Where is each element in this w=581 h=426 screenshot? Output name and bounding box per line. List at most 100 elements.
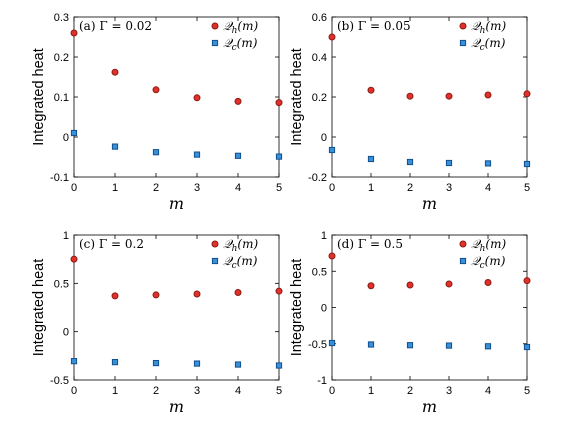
legend-argument: (m) <box>237 254 258 268</box>
legend-marker-qc <box>211 39 219 47</box>
legend-entry-label: 𝒬c(m) <box>223 254 258 271</box>
legend-marker-qh <box>459 22 467 30</box>
data-point-qh <box>367 86 375 94</box>
y-tick-label: -1 <box>317 375 327 387</box>
legend-subscript: h <box>232 26 238 36</box>
legend: 𝒬h(m)𝒬c(m) <box>211 237 258 271</box>
data-point-qh <box>152 291 160 299</box>
legend-argument: (m) <box>485 19 506 33</box>
data-point-qc <box>275 153 283 160</box>
panel-label: (a) Γ = 0.02 <box>79 19 152 33</box>
x-tick-label: 0 <box>71 385 77 397</box>
data-point-qh <box>523 277 531 285</box>
legend: 𝒬h(m)𝒬c(m) <box>459 19 506 53</box>
legend-symbol: 𝒬 <box>471 254 482 268</box>
data-point-qc <box>484 160 492 167</box>
legend-symbol: 𝒬 <box>471 19 482 33</box>
x-axis-label: m <box>169 397 184 416</box>
data-point-qh <box>234 289 242 297</box>
legend-symbol: 𝒬 <box>471 36 482 50</box>
x-tick-label: 2 <box>407 182 413 194</box>
x-tick-label: 2 <box>153 182 159 194</box>
data-point-qc <box>234 152 242 159</box>
x-axis-label: m <box>169 194 184 213</box>
x-axis-label: m <box>422 194 437 213</box>
x-tick-label: 5 <box>276 385 282 397</box>
y-tick-label: 0.2 <box>312 92 327 104</box>
x-tick-label: 0 <box>329 182 335 194</box>
x-tick-label: 1 <box>112 182 118 194</box>
x-tick-label: 1 <box>368 182 374 194</box>
data-point-qh <box>328 33 336 41</box>
data-point-qh <box>406 281 414 289</box>
data-point-qc <box>193 360 201 367</box>
data-point-qc <box>152 149 160 156</box>
y-tick-label: -0.5 <box>50 375 69 387</box>
data-point-qc <box>234 361 242 368</box>
x-tick-label: 3 <box>194 385 200 397</box>
data-point-qc <box>152 359 160 367</box>
y-axis-label: Integrated heat <box>31 48 47 146</box>
data-point-qc <box>406 342 414 349</box>
x-tick-label: 0 <box>329 385 335 397</box>
y-tick-label: 1 <box>321 230 327 242</box>
x-tick-label: 2 <box>407 385 413 397</box>
legend-subscript: h <box>232 244 238 254</box>
data-point-qc <box>328 146 336 154</box>
x-tick-label: 3 <box>194 182 200 194</box>
x-tick-label: 5 <box>524 182 530 194</box>
legend-entry-label: 𝒬c(m) <box>471 254 506 271</box>
x-tick-label: 4 <box>485 385 491 397</box>
data-point-qc <box>367 341 375 348</box>
data-point-qh <box>406 92 414 100</box>
x-tick-label: 1 <box>368 385 374 397</box>
data-point-qh <box>445 92 453 100</box>
legend-symbol: 𝒬 <box>223 19 234 33</box>
panel-d: 0 1 2 3 4 5 -1 -0.5 0 0.5 1 Integrated heat m (d) Γ =… <box>289 230 531 416</box>
y-tick-label: -0.5 <box>308 339 327 351</box>
legend-subscript: h <box>480 244 486 254</box>
y-tick-label: 0.5 <box>54 278 69 290</box>
data-point-qc <box>70 129 78 137</box>
x-tick-label: 3 <box>446 182 452 194</box>
panel-label: (b) Γ = 0.05 <box>337 19 411 33</box>
y-tick-label: 1 <box>63 230 69 242</box>
legend-symbol: 𝒬 <box>223 254 234 268</box>
legend-argument: (m) <box>237 237 258 251</box>
data-point-qh <box>367 282 375 290</box>
legend: 𝒬h(m)𝒬c(m) <box>211 19 258 53</box>
data-point-qh <box>445 280 453 288</box>
data-point-qh <box>234 97 242 105</box>
x-tick-label: 5 <box>276 182 282 194</box>
legend-subscript: c <box>480 43 485 53</box>
y-tick-label: 0.4 <box>312 52 327 64</box>
data-point-qc <box>523 160 531 168</box>
data-point-qc <box>367 155 375 163</box>
panel-label: (c) Γ = 0.2 <box>79 237 144 251</box>
data-point-qh <box>275 99 283 107</box>
x-tick-label: 5 <box>524 385 530 397</box>
y-tick-label: 0 <box>63 327 69 339</box>
x-axis-label: m <box>422 397 437 416</box>
legend-subscript: c <box>480 261 485 271</box>
x-tick-label: 4 <box>485 182 491 194</box>
legend-symbol: 𝒬 <box>223 237 234 251</box>
data-point-qc <box>484 343 492 350</box>
legend-marker-qh <box>211 22 219 30</box>
data-point-qh <box>328 252 336 260</box>
data-point-qh <box>70 255 78 263</box>
legend: 𝒬h(m)𝒬c(m) <box>459 237 506 271</box>
data-point-qh <box>111 68 119 76</box>
data-point-qc <box>111 359 119 366</box>
legend-entry-label: 𝒬h(m) <box>223 19 258 36</box>
data-point-qc <box>445 159 453 167</box>
legend-argument: (m) <box>485 254 506 268</box>
legend-marker-qc <box>211 257 219 265</box>
legend-symbol: 𝒬 <box>471 237 482 251</box>
y-tick-label: 0.2 <box>54 52 69 64</box>
axes-frame <box>73 234 280 381</box>
legend-marker-qc <box>459 257 467 265</box>
legend-argument: (m) <box>485 237 506 251</box>
x-tick-label: 3 <box>446 385 452 397</box>
